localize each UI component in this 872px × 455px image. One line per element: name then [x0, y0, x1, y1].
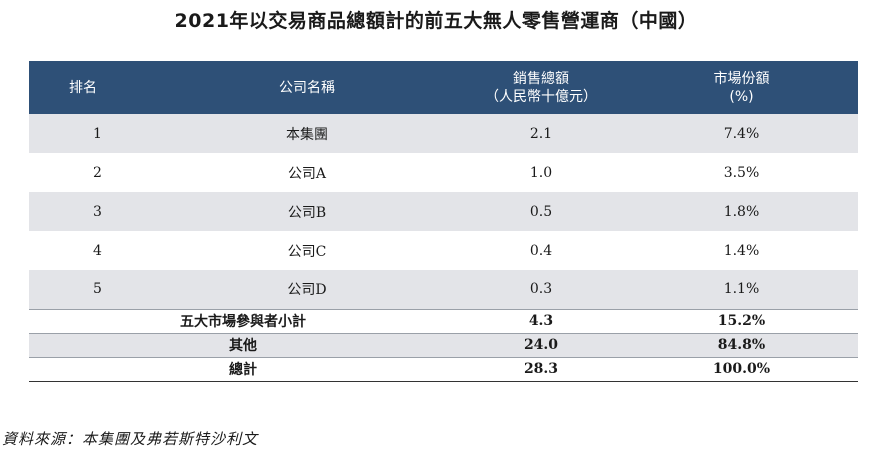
company-cell: 公司D: [287, 282, 327, 299]
rank-cell: 5: [93, 281, 102, 298]
company-cell: 公司A: [287, 165, 327, 182]
total-share: 100.0%: [625, 357, 858, 382]
company-cell: 本集團: [286, 126, 328, 143]
rank-cell: 2: [93, 164, 102, 181]
sales-cell: 0.3: [529, 281, 553, 298]
sales-cell: 2.1: [529, 125, 553, 142]
share-cell: 3.5%: [723, 164, 760, 181]
table-row: 1 本集團 2.1 7.4%: [29, 114, 858, 153]
header-rank: 排名: [69, 79, 97, 96]
rank-cell: 4: [93, 242, 102, 259]
header-share: 市場份額 (%): [625, 61, 858, 114]
ranking-table: 排名 公司名稱 銷售總額 （人民幣十億元） 市場份額 (%) 1 本集團 2.1…: [29, 61, 858, 382]
others-sales: 24.0: [457, 333, 625, 358]
header-share-line1: 市場份額: [713, 70, 770, 87]
subtotal-sales: 4.3: [457, 308, 625, 334]
table-row: 4 公司C 0.4 1.4%: [29, 231, 858, 270]
share-cell: 7.4%: [723, 125, 760, 142]
subtotal-share: 15.2%: [625, 308, 858, 334]
company-cell: 公司C: [287, 243, 327, 260]
others-share: 84.8%: [625, 333, 858, 358]
table-row: 2 公司A 1.0 3.5%: [29, 153, 858, 192]
sales-cell: 0.4: [529, 242, 553, 259]
subtotal-label: 五大市場參與者小計: [29, 308, 457, 334]
sales-cell: 0.5: [529, 203, 553, 220]
company-cell: 公司B: [287, 204, 327, 221]
rank-cell: 1: [93, 125, 102, 142]
table-row: 3 公司B 0.5 1.8%: [29, 192, 858, 231]
share-cell: 1.1%: [723, 281, 760, 298]
share-cell: 1.8%: [723, 203, 760, 220]
total-row: 總計 28.3 100.0%: [29, 357, 858, 382]
page-title: 2021年以交易商品總額計的前五大無人零售營運商（中國）: [174, 10, 698, 32]
rank-cell: 3: [93, 203, 102, 220]
total-label: 總計: [29, 357, 457, 382]
others-label: 其他: [29, 333, 457, 358]
table-row: 5 公司D 0.3 1.1%: [29, 270, 858, 309]
subtotal-row: 五大市場參與者小計 4.3 15.2%: [29, 308, 858, 334]
sales-cell: 1.0: [529, 164, 553, 181]
table-header-row: 排名 公司名稱 銷售總額 （人民幣十億元） 市場份額 (%): [29, 61, 858, 114]
header-share-line2: (%): [729, 88, 754, 105]
share-cell: 1.4%: [723, 242, 760, 259]
header-sales-line1: 銷售總額: [513, 70, 569, 87]
total-sales: 28.3: [457, 357, 625, 382]
header-sales: 銷售總額 （人民幣十億元）: [457, 61, 625, 114]
header-sales-line2: （人民幣十億元）: [485, 88, 597, 105]
others-row: 其他 24.0 84.8%: [29, 333, 858, 358]
header-company: 公司名稱: [279, 79, 335, 96]
source-note: 資料來源：本集團及弗若斯特沙利文: [2, 430, 259, 448]
